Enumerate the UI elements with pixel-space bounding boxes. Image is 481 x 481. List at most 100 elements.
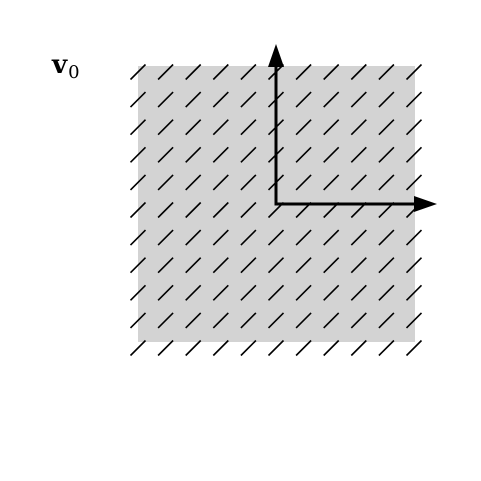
direction-hatch (212, 63, 229, 81)
direction-hatch (350, 146, 367, 163)
direction-hatch (129, 284, 147, 301)
direction-hatch (350, 91, 367, 108)
direction-hatch (185, 119, 202, 136)
direction-hatch (323, 63, 340, 81)
direction-hatch (157, 284, 174, 301)
direction-hatch (350, 284, 367, 301)
direction-hatch (185, 312, 202, 329)
direction-hatch (212, 312, 229, 329)
direction-hatch (212, 257, 229, 274)
direction-hatch (295, 229, 312, 246)
direction-hatch (129, 146, 147, 163)
direction-hatch (295, 174, 312, 191)
direction-hatch (350, 257, 367, 274)
direction-field-hatches (129, 63, 423, 357)
direction-hatch (157, 312, 174, 329)
direction-hatch (157, 229, 174, 246)
direction-hatch (157, 63, 174, 81)
direction-hatch (378, 312, 395, 329)
vertical-arrowhead (268, 44, 284, 67)
direction-hatch (129, 174, 147, 191)
vector-label: v0 (52, 50, 80, 82)
direction-hatch (157, 339, 174, 357)
direction-hatch (129, 63, 147, 81)
direction-hatch (185, 146, 202, 163)
direction-hatch (157, 146, 174, 163)
direction-hatch (267, 312, 285, 329)
direction-hatch (378, 257, 395, 274)
direction-hatch (405, 119, 423, 136)
direction-hatch (405, 91, 423, 108)
direction-hatch (212, 146, 229, 163)
direction-hatch (350, 229, 367, 246)
direction-hatch (378, 174, 395, 191)
vector-subscript: 0 (68, 62, 80, 83)
direction-hatch (350, 339, 367, 357)
direction-hatch (295, 146, 312, 163)
axis-arrows (268, 44, 437, 212)
direction-hatch (350, 174, 367, 191)
direction-hatch (185, 229, 202, 246)
direction-hatch (129, 312, 147, 329)
direction-hatch (323, 174, 340, 191)
direction-hatch (295, 284, 312, 301)
direction-hatch (323, 257, 340, 274)
direction-hatch (212, 119, 229, 136)
direction-hatch (240, 91, 257, 108)
direction-hatch (295, 257, 312, 274)
direction-hatch (212, 284, 229, 301)
direction-hatch (405, 174, 423, 191)
horizontal-arrowhead (414, 196, 437, 212)
direction-hatch (129, 201, 147, 219)
direction-hatch (240, 174, 257, 191)
direction-hatch (185, 91, 202, 108)
direction-hatch (212, 339, 229, 357)
direction-hatch (240, 312, 257, 329)
direction-hatch (240, 201, 257, 219)
direction-hatch (185, 284, 202, 301)
direction-hatch (129, 257, 147, 274)
direction-hatch (378, 339, 395, 357)
direction-hatch (295, 63, 312, 81)
direction-hatch (350, 119, 367, 136)
direction-hatch (323, 284, 340, 301)
direction-hatch (212, 91, 229, 108)
direction-hatch (350, 312, 367, 329)
direction-hatch (323, 119, 340, 136)
direction-hatch (405, 63, 423, 81)
direction-hatch (240, 63, 257, 81)
direction-hatch (323, 229, 340, 246)
direction-hatch (295, 312, 312, 329)
direction-hatch (157, 201, 174, 219)
direction-hatch (185, 63, 202, 81)
direction-hatch (185, 201, 202, 219)
direction-hatch (378, 284, 395, 301)
direction-hatch (405, 146, 423, 163)
direction-hatch (240, 146, 257, 163)
direction-hatch (185, 257, 202, 274)
direction-hatch (267, 257, 285, 274)
direction-hatch (405, 229, 423, 246)
direction-hatch (405, 257, 423, 274)
direction-hatch (240, 229, 257, 246)
direction-hatch (267, 339, 285, 357)
direction-hatch (323, 339, 340, 357)
direction-hatch (240, 257, 257, 274)
direction-hatch (405, 339, 423, 357)
direction-hatch (157, 174, 174, 191)
direction-hatch (323, 146, 340, 163)
direction-hatch (267, 284, 285, 301)
direction-hatch (267, 229, 285, 246)
direction-hatch (378, 63, 395, 81)
direction-hatch (240, 339, 257, 357)
vector-symbol: v (52, 50, 68, 80)
direction-hatch (295, 119, 312, 136)
direction-hatch (350, 63, 367, 81)
direction-hatch (129, 339, 147, 357)
direction-hatch (295, 339, 312, 357)
direction-hatch (157, 91, 174, 108)
direction-hatch (157, 119, 174, 136)
direction-hatch (405, 312, 423, 329)
direction-hatch (378, 119, 395, 136)
